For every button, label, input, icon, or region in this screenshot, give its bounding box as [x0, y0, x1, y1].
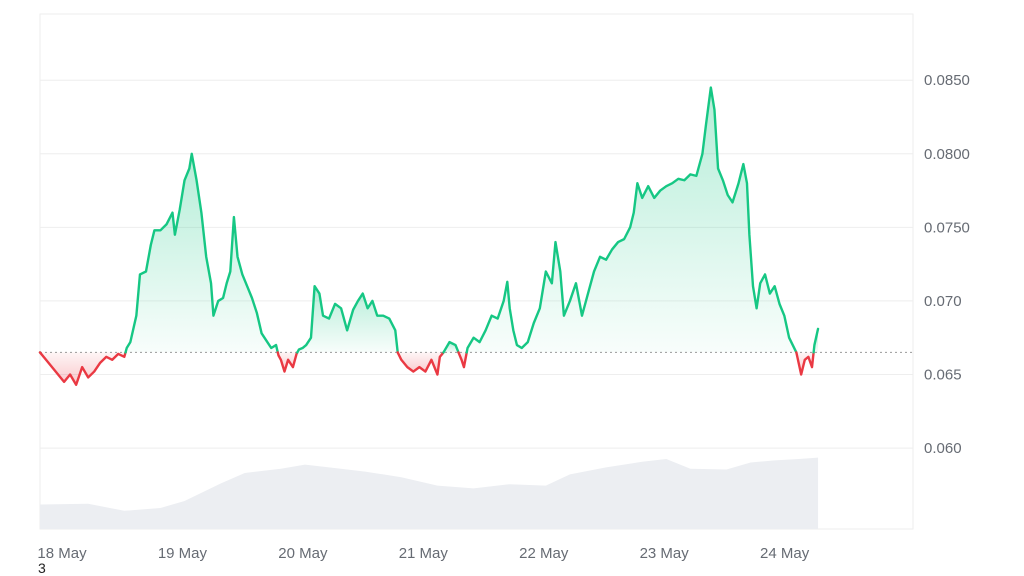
price-line-down-segment: [276, 351, 299, 373]
x-tick-label: 23 May: [640, 545, 690, 562]
y-axis: 0.0850 0.0800 0.0750 0.070 0.065 0.060: [924, 72, 970, 457]
y-tick-label: 0.065: [924, 367, 962, 384]
price-line-down-segment: [38, 351, 127, 386]
y-tick-label: 0.0800: [924, 146, 970, 163]
area-above-baseline: [443, 342, 459, 353]
price-line-up-segment: [124, 152, 279, 354]
price-line-up-segment: [465, 86, 798, 354]
area-above-baseline: [125, 153, 278, 353]
x-tick-label: 24 May: [760, 545, 810, 562]
price-line: [38, 86, 820, 386]
price-area: [40, 87, 819, 385]
price-line-up-segment: [296, 285, 399, 354]
x-tick-label: 22 May: [519, 545, 569, 562]
price-line-up-segment: [812, 327, 820, 354]
price-line-down-segment: [457, 351, 468, 369]
x-axis: 18 May 19 May 20 May 21 May 22 May 23 May 24 M…: [37, 545, 809, 562]
area-below-baseline: [397, 352, 444, 375]
x-tick-label: 18 May: [37, 545, 87, 562]
y-tick-label: 0.0850: [924, 72, 970, 89]
price-line-down-segment: [396, 351, 445, 376]
area-above-baseline: [466, 87, 797, 353]
x-tick-label: 20 May: [278, 545, 328, 562]
volume-shape: [40, 457, 819, 529]
volume-area: [40, 457, 819, 529]
price-line-up-segment: [442, 340, 460, 354]
price-line-down-segment: [795, 351, 815, 376]
y-tick-label: 0.0750: [924, 219, 970, 236]
x-tick-label: 19 May: [158, 545, 208, 562]
area-below-baseline: [277, 352, 298, 372]
x-tick-label: 21 May: [399, 545, 449, 562]
y-tick-label: 0.060: [924, 440, 962, 457]
y-tick-label: 0.070: [924, 293, 962, 310]
footnote: 3: [38, 560, 46, 576]
